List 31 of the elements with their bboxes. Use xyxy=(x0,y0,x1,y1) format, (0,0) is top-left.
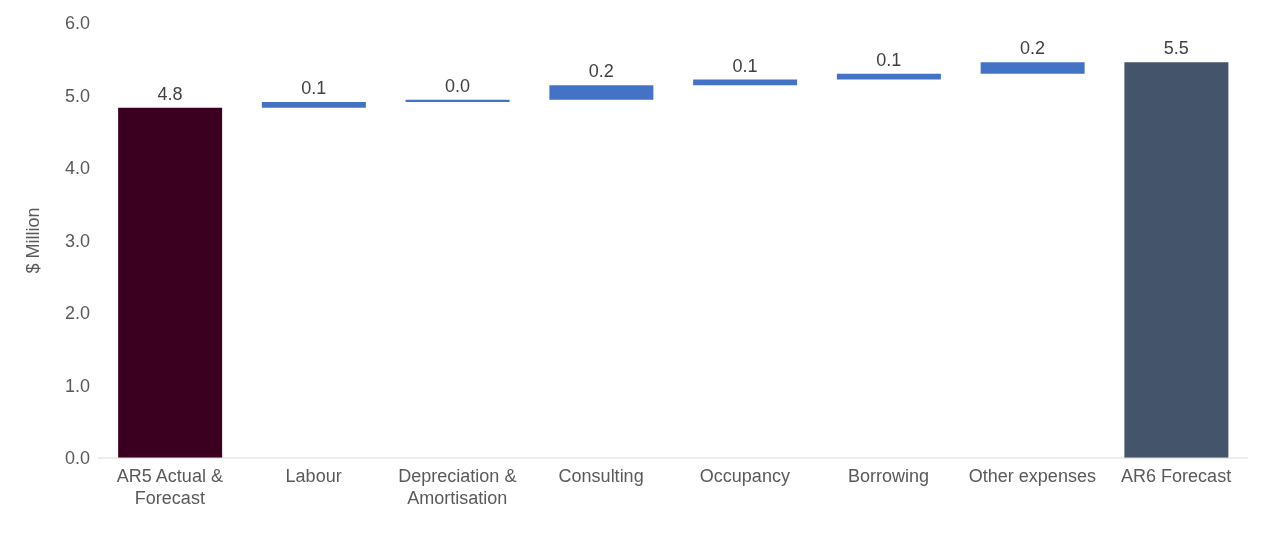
y-tick-label: 6.0 xyxy=(64,13,90,34)
data-label: 4.8 xyxy=(157,83,183,104)
bar xyxy=(549,85,654,100)
x-tick-label: Borrowing xyxy=(848,466,930,486)
y-axis-title: $ Million xyxy=(23,207,44,274)
y-tick-label: 2.0 xyxy=(64,303,90,324)
y-tick-label: 3.0 xyxy=(64,230,90,251)
data-label: 0.1 xyxy=(732,55,758,76)
y-tick-label: 1.0 xyxy=(64,375,90,396)
x-tick-label: AR5 Actual & Forecast xyxy=(116,466,223,508)
x-tick-label: Occupancy xyxy=(699,466,790,486)
bar xyxy=(405,99,510,103)
y-tick-label: 5.0 xyxy=(64,85,90,106)
data-label: 0.2 xyxy=(588,61,614,82)
bar xyxy=(118,107,223,458)
x-tick-label: AR6 Forecast xyxy=(1121,466,1232,486)
data-label: 0.1 xyxy=(876,49,902,70)
x-tick-label: Other expenses xyxy=(968,466,1096,486)
bar xyxy=(836,73,941,80)
data-label: 0.0 xyxy=(445,75,471,96)
bar xyxy=(261,102,366,108)
data-label: 0.2 xyxy=(1020,38,1046,59)
x-tick-label: Consulting xyxy=(558,466,644,486)
data-label: 5.5 xyxy=(1163,38,1189,59)
x-tick-label: Depreciation & Amortisation xyxy=(398,466,517,508)
y-tick-label: 0.0 xyxy=(64,448,90,469)
x-tick-label: Labour xyxy=(285,466,342,486)
bar xyxy=(1124,62,1229,458)
y-tick-label: 4.0 xyxy=(64,158,90,179)
bar xyxy=(980,62,1085,74)
data-label: 0.1 xyxy=(301,78,327,99)
